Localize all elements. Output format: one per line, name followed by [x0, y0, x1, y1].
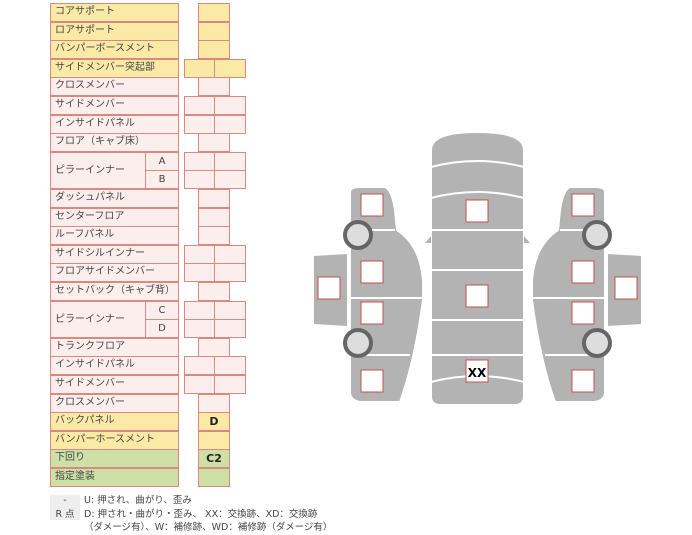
rating-cell[interactable] — [198, 40, 230, 60]
part-label: 下回り — [50, 449, 179, 469]
part-label: ロアサポート — [50, 21, 179, 41]
rating-cell-right[interactable] — [214, 244, 246, 264]
part-label: フロアサイドメンバー — [50, 263, 179, 283]
damage-box[interactable] — [360, 260, 384, 284]
part-label: ルーフパネル — [50, 226, 179, 246]
part-label: バックパネル — [50, 412, 179, 432]
damage-box[interactable] — [360, 369, 384, 393]
part-label: トランクフロア — [50, 337, 179, 357]
rating-cell[interactable]: D — [198, 412, 230, 432]
part-label: ピラーインナー — [50, 300, 146, 339]
part-label: ピラーインナー — [50, 151, 146, 190]
damage-box[interactable] — [465, 284, 489, 308]
rating-cell[interactable] — [198, 282, 230, 301]
center-body — [430, 130, 525, 406]
rear-mark: XX — [468, 366, 487, 380]
part-label: インサイドパネル — [50, 114, 179, 134]
rating-cell-right[interactable] — [214, 170, 246, 190]
damage-box[interactable] — [360, 193, 384, 217]
damage-box[interactable] — [465, 359, 489, 383]
part-label: コアサポート — [50, 3, 179, 22]
part-label: バンパーホースメント — [50, 430, 179, 450]
part-label: 指定塗装 — [50, 468, 179, 487]
legend-u: - U: 押され、曲がり、歪み — [50, 492, 192, 506]
damage-box[interactable] — [571, 369, 595, 393]
part-label: セットバック（キャブ背） — [50, 282, 179, 301]
rating-cell[interactable] — [198, 393, 230, 413]
legend-r: R 点 D: 押され・曲がり・歪み、 XX：交換跡、XD：交換跡 — [50, 506, 317, 520]
part-label: センターフロア — [50, 207, 179, 227]
damage-box[interactable] — [317, 276, 341, 300]
part-label: フロア（キャブ床） — [50, 133, 179, 153]
rating-cell[interactable] — [198, 207, 230, 227]
rating-cell-right[interactable] — [214, 96, 246, 115]
rating-cell[interactable] — [198, 468, 230, 487]
part-label: インサイドパネル — [50, 356, 179, 376]
part-label: サイドメンバー — [50, 375, 179, 394]
damage-box[interactable] — [571, 193, 595, 217]
damage-box[interactable] — [614, 276, 638, 300]
damage-box[interactable] — [571, 301, 595, 325]
damage-box[interactable] — [465, 199, 489, 223]
rating-cell-right[interactable] — [214, 114, 246, 134]
part-label: クロスメンバー — [50, 77, 179, 97]
part-label: クロスメンバー — [50, 393, 179, 413]
rating-cell-right[interactable] — [214, 356, 246, 376]
rating-cell[interactable] — [198, 226, 230, 246]
rating-cell[interactable] — [198, 21, 230, 41]
part-label: バンパーボースメント — [50, 40, 179, 60]
wheels — [343, 220, 612, 358]
part-label: サイドメンバー — [50, 96, 179, 115]
rating-cell[interactable] — [198, 189, 230, 208]
rating-cell[interactable] — [198, 133, 230, 153]
rating-cell-right[interactable] — [214, 375, 246, 394]
rating-cell-right[interactable] — [214, 151, 246, 171]
rating-cell[interactable] — [198, 3, 230, 22]
rating-cell-right[interactable] — [214, 319, 246, 339]
rating-cell[interactable] — [198, 430, 230, 450]
rating-cell[interactable] — [198, 77, 230, 97]
damage-box[interactable] — [360, 301, 384, 325]
part-label: サイドシルインナー — [50, 244, 179, 264]
part-label: サイドメンバー突起部 — [50, 58, 179, 78]
rating-cell-right[interactable] — [214, 263, 246, 283]
damage-box[interactable] — [571, 260, 595, 284]
legend-r-cont: （ダメージ有）、W：補修跡、WD：補修跡（ダメージ有） — [84, 522, 333, 533]
part-label: ダッシュパネル — [50, 189, 179, 208]
rating-cell-right[interactable] — [214, 300, 246, 320]
rating-cell[interactable]: C2 — [198, 449, 230, 469]
rating-cell-right[interactable] — [214, 58, 246, 78]
rating-cell[interactable] — [198, 337, 230, 357]
